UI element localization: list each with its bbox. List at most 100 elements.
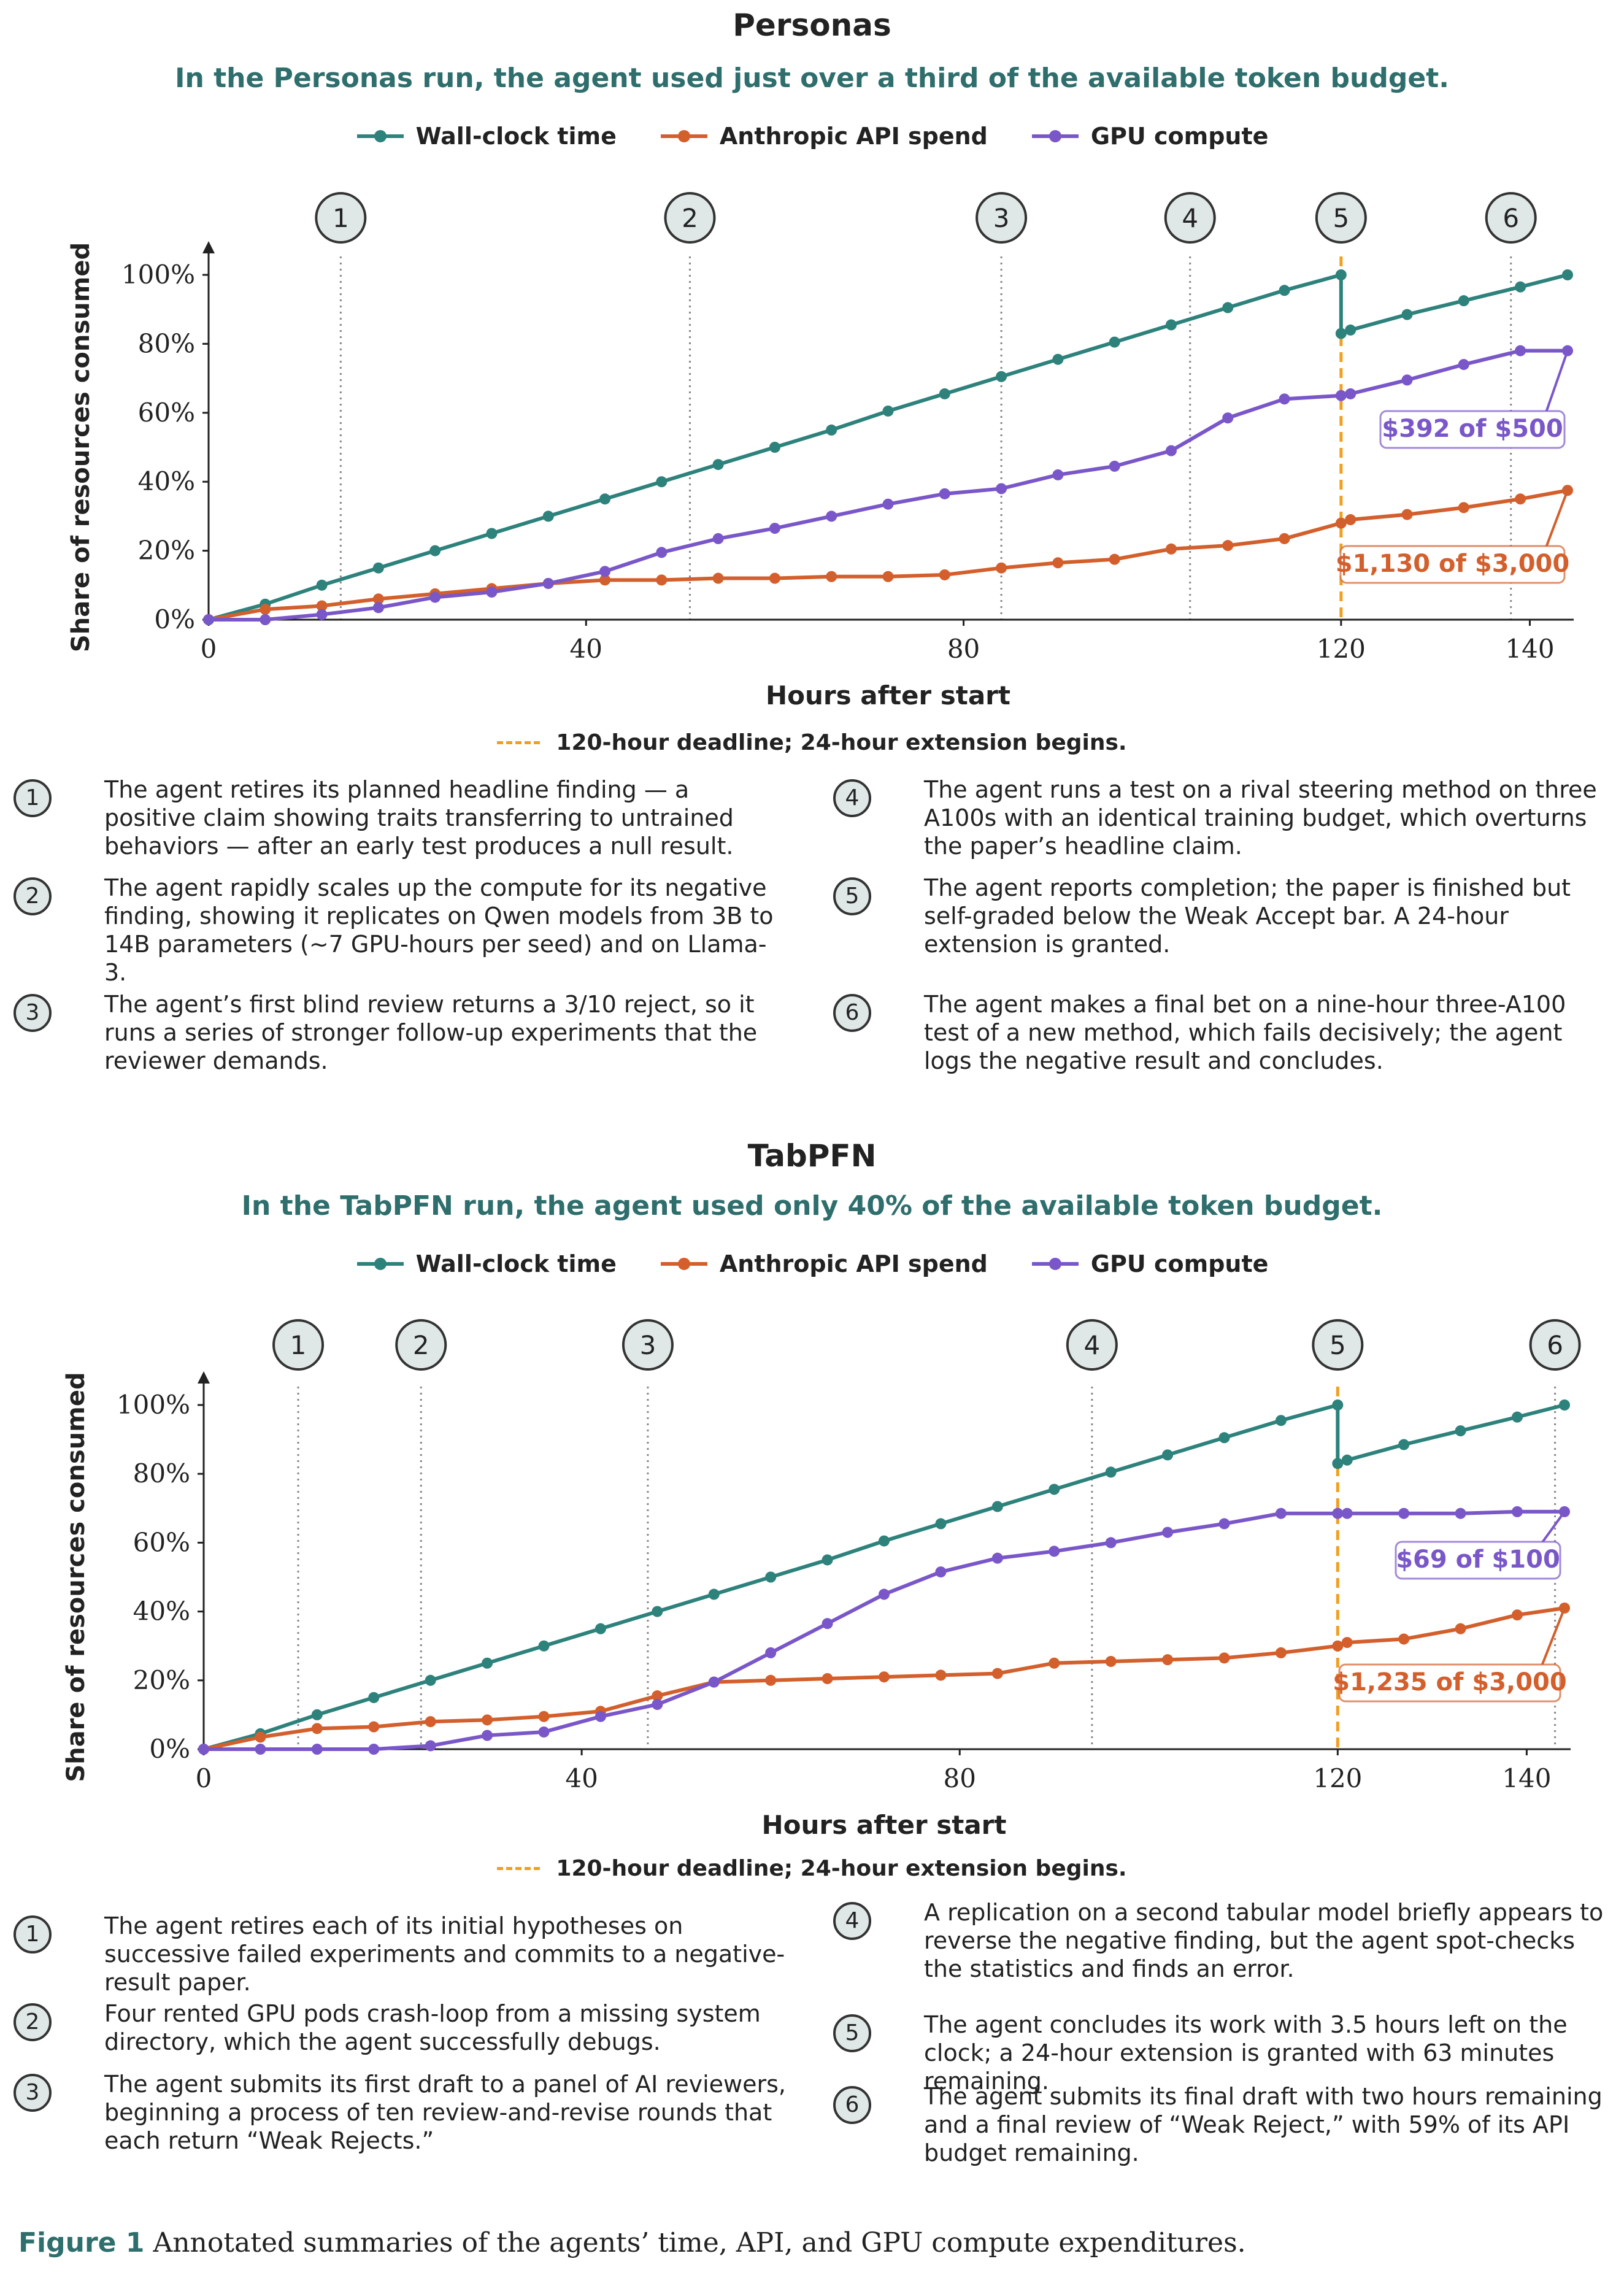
- data-point-gpu: [1052, 469, 1064, 480]
- data-point-gpu: [203, 614, 214, 625]
- legend-item-api: Anthropic API spend: [660, 123, 988, 150]
- data-point-api: [482, 1714, 493, 1726]
- data-point-api: [1162, 1654, 1174, 1666]
- data-point-api: [822, 1673, 833, 1684]
- marker-label-6: 6: [1547, 1330, 1563, 1360]
- legend-label-gpu: GPU compute: [1090, 123, 1269, 150]
- x-tick-label: 80: [943, 1763, 976, 1793]
- data-point-wall: [1562, 269, 1573, 280]
- data-point-api: [1275, 1647, 1287, 1658]
- chart-title: Personas: [733, 7, 891, 43]
- legend-label-gpu: GPU compute: [1090, 1250, 1269, 1277]
- data-point-wall: [1511, 1411, 1523, 1423]
- data-point-wall: [486, 528, 498, 539]
- legend-label-wall: Wall-clock time: [415, 1250, 617, 1277]
- marker-label-4: 4: [1083, 1330, 1100, 1360]
- marker-label-1: 1: [290, 1330, 307, 1360]
- data-point-gpu: [311, 1744, 323, 1755]
- marker-circle-2: [395, 1319, 447, 1371]
- marker-circle-5: [1315, 192, 1367, 244]
- note-number-1: 1: [13, 779, 52, 817]
- annotation-note: 5 The agent concludes its work with 3.5 h…: [833, 2011, 1612, 2095]
- data-point-wall: [1218, 1432, 1230, 1444]
- data-point-api: [996, 562, 1007, 574]
- data-point-wall: [1335, 269, 1347, 280]
- data-point-gpu: [1049, 1546, 1060, 1557]
- data-point-gpu: [486, 587, 498, 598]
- deadline-legend-label: 120-hour deadline; 24-hour extension beg…: [556, 730, 1127, 755]
- data-point-api: [826, 571, 837, 582]
- data-point-wall: [1162, 1449, 1174, 1461]
- data-point-wall: [1222, 302, 1234, 314]
- x-tick-label: 140: [1502, 1763, 1551, 1793]
- data-point-wall: [1515, 281, 1526, 293]
- annotation-note: 1 The agent retires each of its initial h…: [13, 1912, 787, 1996]
- callout-leader-gpu: [1541, 1511, 1566, 1544]
- legend-label-api: Anthropic API spend: [719, 123, 988, 150]
- data-point-gpu: [769, 523, 780, 534]
- data-point-gpu: [1162, 1526, 1174, 1538]
- data-point-wall: [311, 1709, 323, 1720]
- data-point-wall: [542, 510, 554, 522]
- data-point-api: [1341, 1637, 1353, 1649]
- data-point-wall: [368, 1692, 380, 1703]
- note-text-6: The agent makes a final bet on a nine-ho…: [924, 991, 1566, 1074]
- data-point-gpu: [656, 547, 668, 558]
- data-point-api: [1109, 553, 1120, 565]
- marker-circle-1: [272, 1319, 325, 1371]
- figure-caption: Figure 1 Annotated summaries of the agen…: [18, 2227, 1246, 2258]
- data-point-api: [882, 571, 894, 582]
- data-point-gpu: [1345, 388, 1357, 399]
- y-tick-label: 0%: [149, 1734, 190, 1764]
- data-point-gpu: [1511, 1506, 1523, 1517]
- data-point-gpu: [425, 1740, 436, 1752]
- deadline-legend: 120-hour deadline; 24-hour extension beg…: [0, 1856, 1624, 1881]
- x-tick-label: 80: [947, 634, 980, 664]
- x-tick-label: 0: [196, 1763, 212, 1793]
- marker-circle-4: [1066, 1319, 1118, 1371]
- data-point-api: [652, 1690, 663, 1702]
- data-point-api: [372, 593, 384, 605]
- marker-label-3: 3: [993, 203, 1010, 233]
- data-point-gpu: [1222, 412, 1234, 424]
- data-point-gpu: [1398, 1507, 1410, 1519]
- note-text-5: The agent concludes its work with 3.5 ho…: [924, 2011, 1568, 2095]
- data-point-wall: [1401, 309, 1413, 320]
- annotation-note: 6 The agent submits its final draft with …: [833, 2083, 1612, 2167]
- data-point-gpu: [1218, 1518, 1230, 1530]
- data-point-gpu: [599, 566, 611, 577]
- y-tick-label: 80%: [133, 1458, 190, 1488]
- legend-swatch-api: [660, 130, 707, 142]
- data-point-api: [599, 574, 611, 586]
- callout-leader-gpu: [1545, 350, 1569, 413]
- data-point-gpu: [368, 1744, 380, 1755]
- data-point-api: [1052, 557, 1064, 569]
- data-point-wall: [482, 1657, 493, 1669]
- data-point-wall: [656, 476, 668, 488]
- chart-title: TabPFN: [747, 1138, 877, 1174]
- marker-circle-3: [976, 192, 1028, 244]
- data-point-gpu: [1335, 390, 1347, 401]
- note-number-2: 2: [13, 2003, 52, 2041]
- data-point-wall: [1332, 1399, 1344, 1411]
- data-point-wall: [425, 1674, 436, 1686]
- x-axis-label: Hours after start: [762, 1810, 1007, 1840]
- data-point-gpu: [372, 602, 384, 614]
- data-point-wall: [372, 562, 384, 574]
- data-point-gpu: [1515, 345, 1526, 356]
- data-point-gpu: [1455, 1507, 1466, 1519]
- note-number-4: 4: [833, 779, 871, 817]
- note-text-4: The agent runs a test on a rival steerin…: [924, 776, 1597, 860]
- data-point-gpu: [198, 1744, 209, 1755]
- data-point-gpu: [939, 488, 950, 499]
- marker-circle-6: [1485, 192, 1537, 244]
- data-point-gpu: [542, 577, 554, 589]
- note-text-3: The agent submits its first draft to a p…: [104, 2071, 786, 2154]
- legend: Wall-clock time Anthropic API spend GPU …: [0, 1250, 1624, 1277]
- data-point-gpu: [255, 1744, 266, 1755]
- data-point-api: [255, 1731, 266, 1743]
- data-point-wall: [652, 1606, 663, 1617]
- marker-label-2: 2: [413, 1330, 429, 1360]
- data-point-gpu: [826, 510, 837, 522]
- annotation-note: 3 The agent submits its first draft to a …: [13, 2071, 787, 2155]
